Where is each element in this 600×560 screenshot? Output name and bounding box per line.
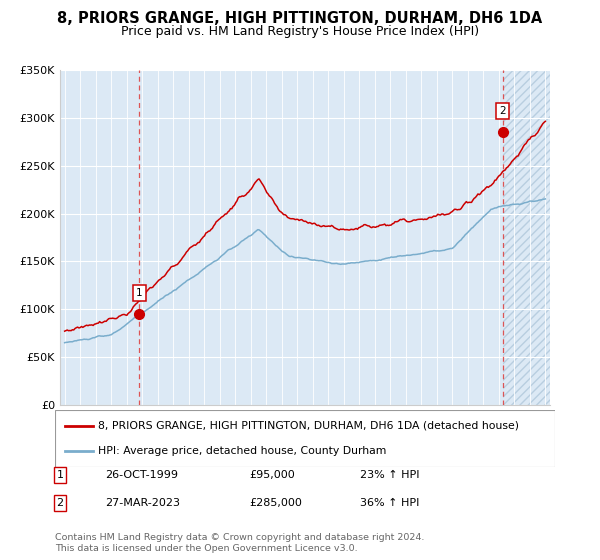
Text: Contains HM Land Registry data © Crown copyright and database right 2024.
This d: Contains HM Land Registry data © Crown c… — [55, 533, 425, 553]
Text: 2: 2 — [499, 106, 506, 116]
Text: 27-MAR-2023: 27-MAR-2023 — [105, 498, 180, 508]
Text: 23% ↑ HPI: 23% ↑ HPI — [360, 470, 419, 480]
Text: 36% ↑ HPI: 36% ↑ HPI — [360, 498, 419, 508]
Text: 8, PRIORS GRANGE, HIGH PITTINGTON, DURHAM, DH6 1DA: 8, PRIORS GRANGE, HIGH PITTINGTON, DURHA… — [58, 11, 542, 26]
Text: 8, PRIORS GRANGE, HIGH PITTINGTON, DURHAM, DH6 1DA (detached house): 8, PRIORS GRANGE, HIGH PITTINGTON, DURHA… — [97, 421, 518, 431]
Bar — [503, 70, 553, 405]
Text: 1: 1 — [136, 288, 143, 298]
Text: £285,000: £285,000 — [249, 498, 302, 508]
Bar — [503, 70, 553, 405]
Text: 2: 2 — [56, 498, 64, 508]
Text: 26-OCT-1999: 26-OCT-1999 — [105, 470, 178, 480]
Text: 1: 1 — [56, 470, 64, 480]
Text: HPI: Average price, detached house, County Durham: HPI: Average price, detached house, Coun… — [97, 446, 386, 456]
Text: Price paid vs. HM Land Registry's House Price Index (HPI): Price paid vs. HM Land Registry's House … — [121, 25, 479, 38]
Text: £95,000: £95,000 — [249, 470, 295, 480]
